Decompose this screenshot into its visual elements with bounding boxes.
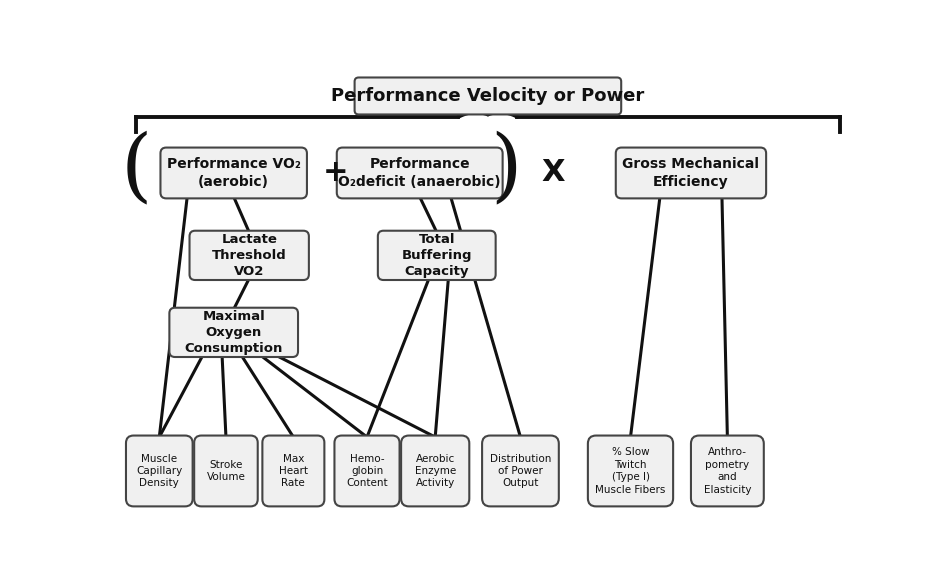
FancyBboxPatch shape <box>161 148 307 198</box>
FancyBboxPatch shape <box>354 78 622 115</box>
FancyBboxPatch shape <box>189 230 308 280</box>
Text: Performance VO₂
(aerobic): Performance VO₂ (aerobic) <box>167 158 301 189</box>
FancyBboxPatch shape <box>169 308 298 357</box>
FancyBboxPatch shape <box>616 148 766 198</box>
FancyBboxPatch shape <box>334 436 400 506</box>
Text: X: X <box>542 159 565 188</box>
Text: Performance Velocity or Power: Performance Velocity or Power <box>331 87 645 105</box>
FancyBboxPatch shape <box>691 436 764 506</box>
FancyBboxPatch shape <box>337 148 503 198</box>
Text: +: + <box>323 159 348 188</box>
Text: Total
Buffering
Capacity: Total Buffering Capacity <box>402 233 472 278</box>
Text: Performance
O₂deficit (anaerobic): Performance O₂deficit (anaerobic) <box>338 158 501 189</box>
Text: Muscle
Capillary
Density: Muscle Capillary Density <box>136 453 183 489</box>
Text: Maximal
Oxygen
Consumption: Maximal Oxygen Consumption <box>185 310 283 355</box>
Text: Max
Heart
Rate: Max Heart Rate <box>279 453 307 489</box>
Text: Hemo-
globin
Content: Hemo- globin Content <box>347 453 387 489</box>
Text: Aerobic
Enzyme
Activity: Aerobic Enzyme Activity <box>414 453 456 489</box>
FancyBboxPatch shape <box>263 436 325 506</box>
Text: Anthro-
pometry
and
Elasticity: Anthro- pometry and Elasticity <box>704 447 751 495</box>
FancyBboxPatch shape <box>194 436 258 506</box>
Text: Stroke
Volume: Stroke Volume <box>207 460 246 482</box>
Text: (: ( <box>120 130 151 208</box>
FancyBboxPatch shape <box>401 436 469 506</box>
FancyBboxPatch shape <box>378 230 496 280</box>
Text: % Slow
Twitch
(Type I)
Muscle Fibers: % Slow Twitch (Type I) Muscle Fibers <box>595 447 665 495</box>
Text: ): ) <box>490 130 523 208</box>
FancyBboxPatch shape <box>588 436 673 506</box>
FancyBboxPatch shape <box>482 436 559 506</box>
Text: Distribution
of Power
Output: Distribution of Power Output <box>489 453 551 489</box>
Text: Lactate
Threshold
VO2: Lactate Threshold VO2 <box>212 233 287 278</box>
FancyBboxPatch shape <box>126 436 192 506</box>
Text: Gross Mechanical
Efficiency: Gross Mechanical Efficiency <box>623 158 760 189</box>
